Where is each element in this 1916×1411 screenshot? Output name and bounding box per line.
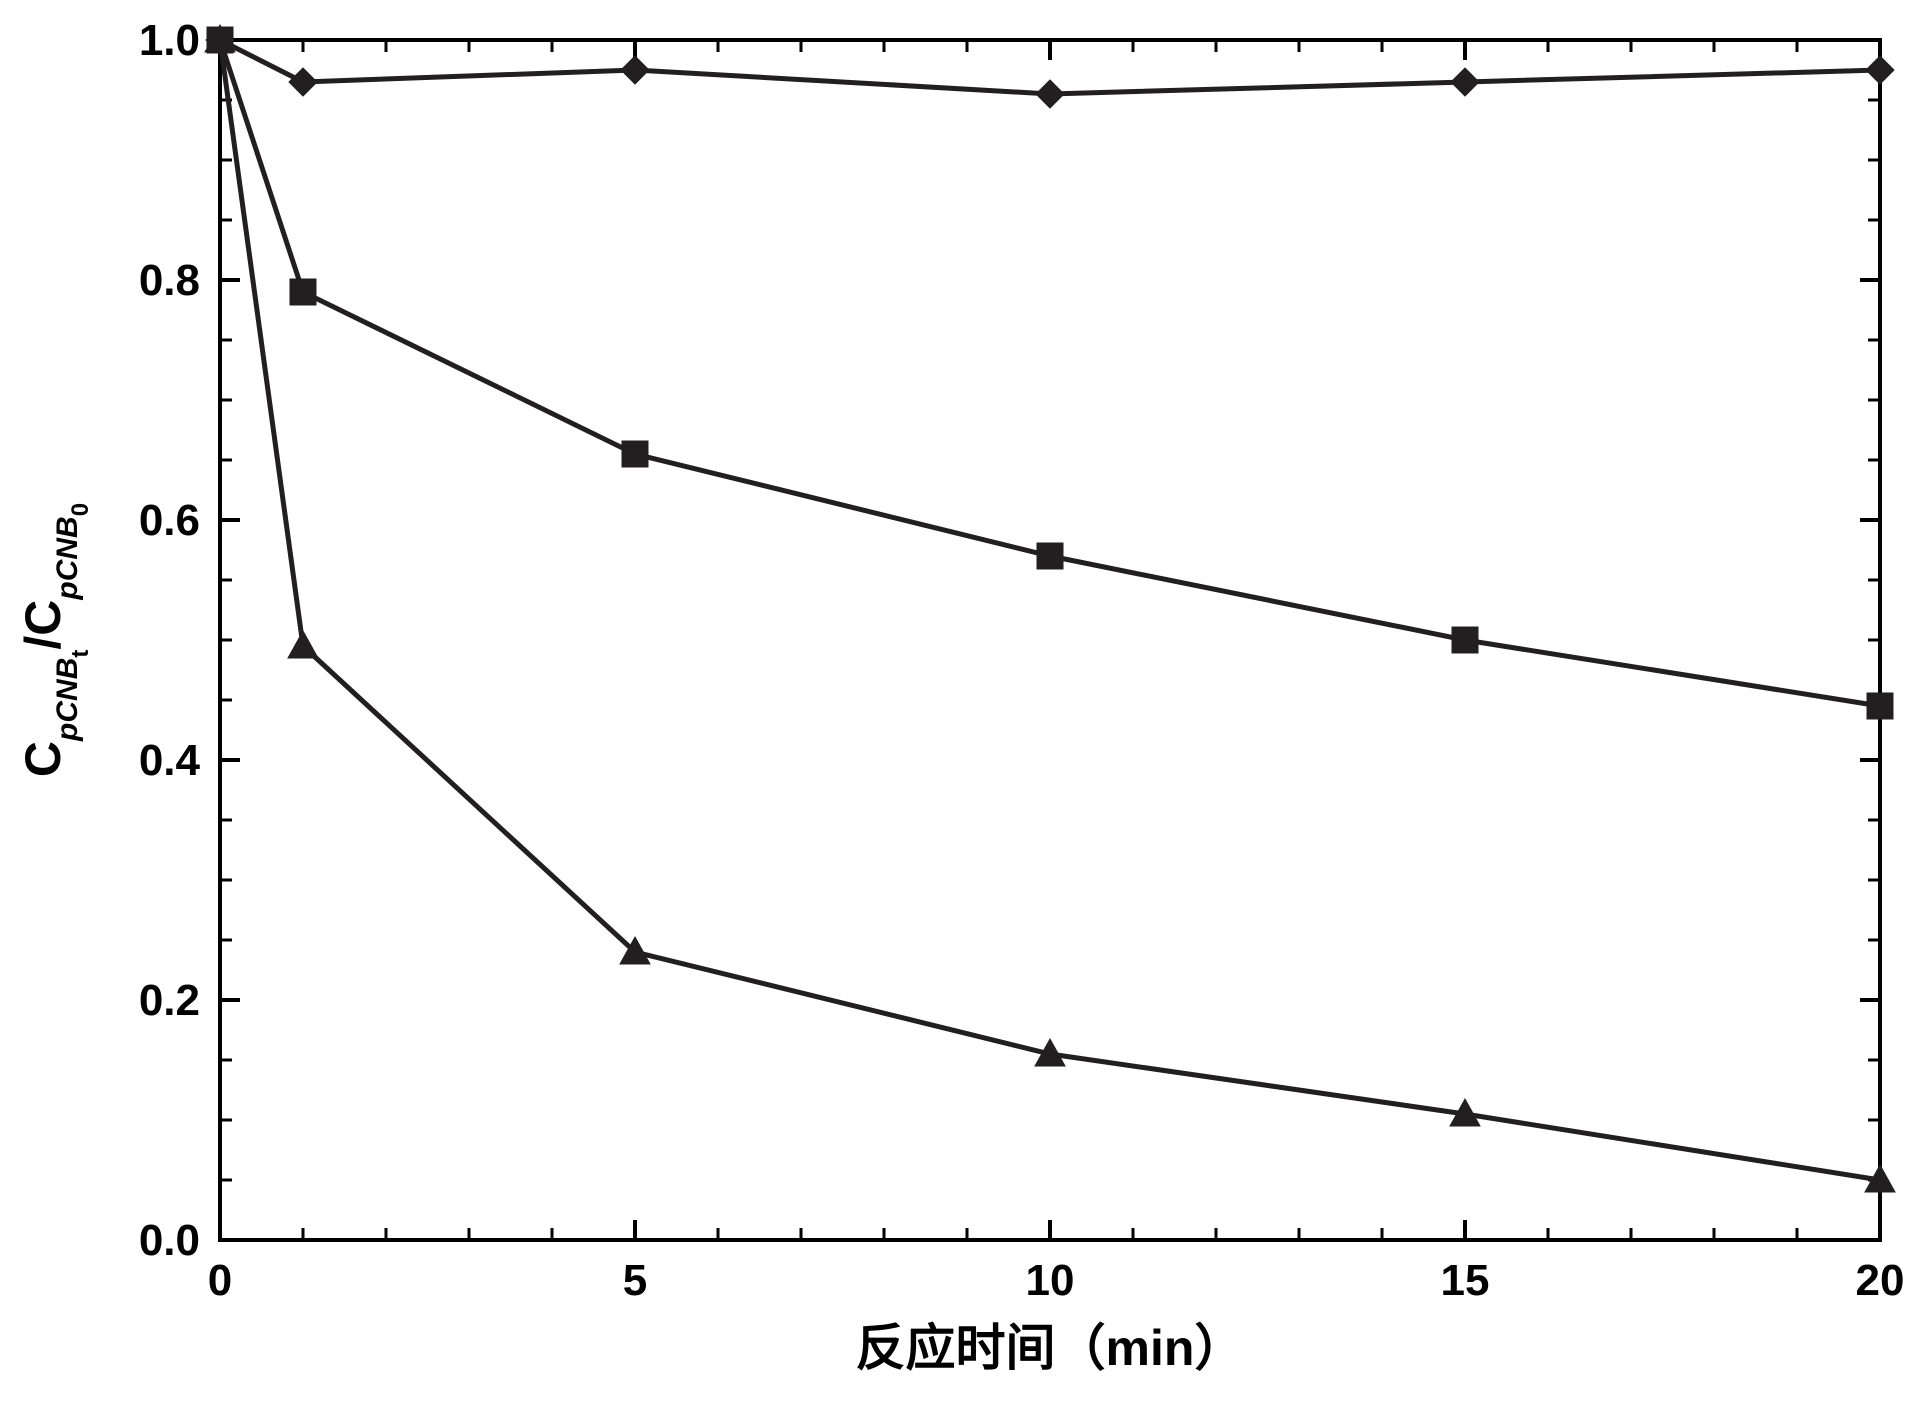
y-tick-label: 0.6 <box>139 496 200 545</box>
x-axis-title: 反应时间（min） <box>856 1320 1245 1376</box>
square-series-marker <box>622 441 648 467</box>
x-tick-label: 20 <box>1856 1256 1905 1305</box>
y-tick-label: 0.4 <box>139 736 201 785</box>
square-series-line <box>220 40 1880 706</box>
diamond-series-marker <box>1036 80 1064 108</box>
y-tick-label: 0.8 <box>139 256 200 305</box>
diamond-series-marker <box>621 56 649 84</box>
y-tick-label: 1.0 <box>139 16 200 65</box>
square-series-marker <box>1037 543 1063 569</box>
diamond-series-marker <box>289 68 317 96</box>
chart-container: 0 5 10 15 20 0.0 0.2 0.4 0.6 0.8 1.0 反应时间（min） CpCNB… <box>0 0 1916 1411</box>
square-series-marker <box>1452 627 1478 653</box>
triangle-series-marker <box>288 631 318 658</box>
y-tick-label: 0.2 <box>139 976 200 1025</box>
triangle-series-line <box>220 40 1880 1180</box>
x-tick-label: 0 <box>208 1256 232 1305</box>
x-tick-label: 10 <box>1026 1256 1075 1305</box>
diamond-series-marker <box>1451 68 1479 96</box>
x-tick-label: 15 <box>1441 1256 1490 1305</box>
y-tick-label: 0.0 <box>139 1216 200 1265</box>
square-series-marker <box>290 279 316 305</box>
y-axis-title: CpCNBt/CpCNB0 <box>15 503 94 777</box>
square-series-marker <box>1867 693 1893 719</box>
diamond-series-marker <box>1866 56 1894 84</box>
line-chart: 0 5 10 15 20 0.0 0.2 0.4 0.6 0.8 1.0 反应时间（min） CpCNB… <box>0 0 1916 1411</box>
x-tick-label: 5 <box>623 1256 647 1305</box>
